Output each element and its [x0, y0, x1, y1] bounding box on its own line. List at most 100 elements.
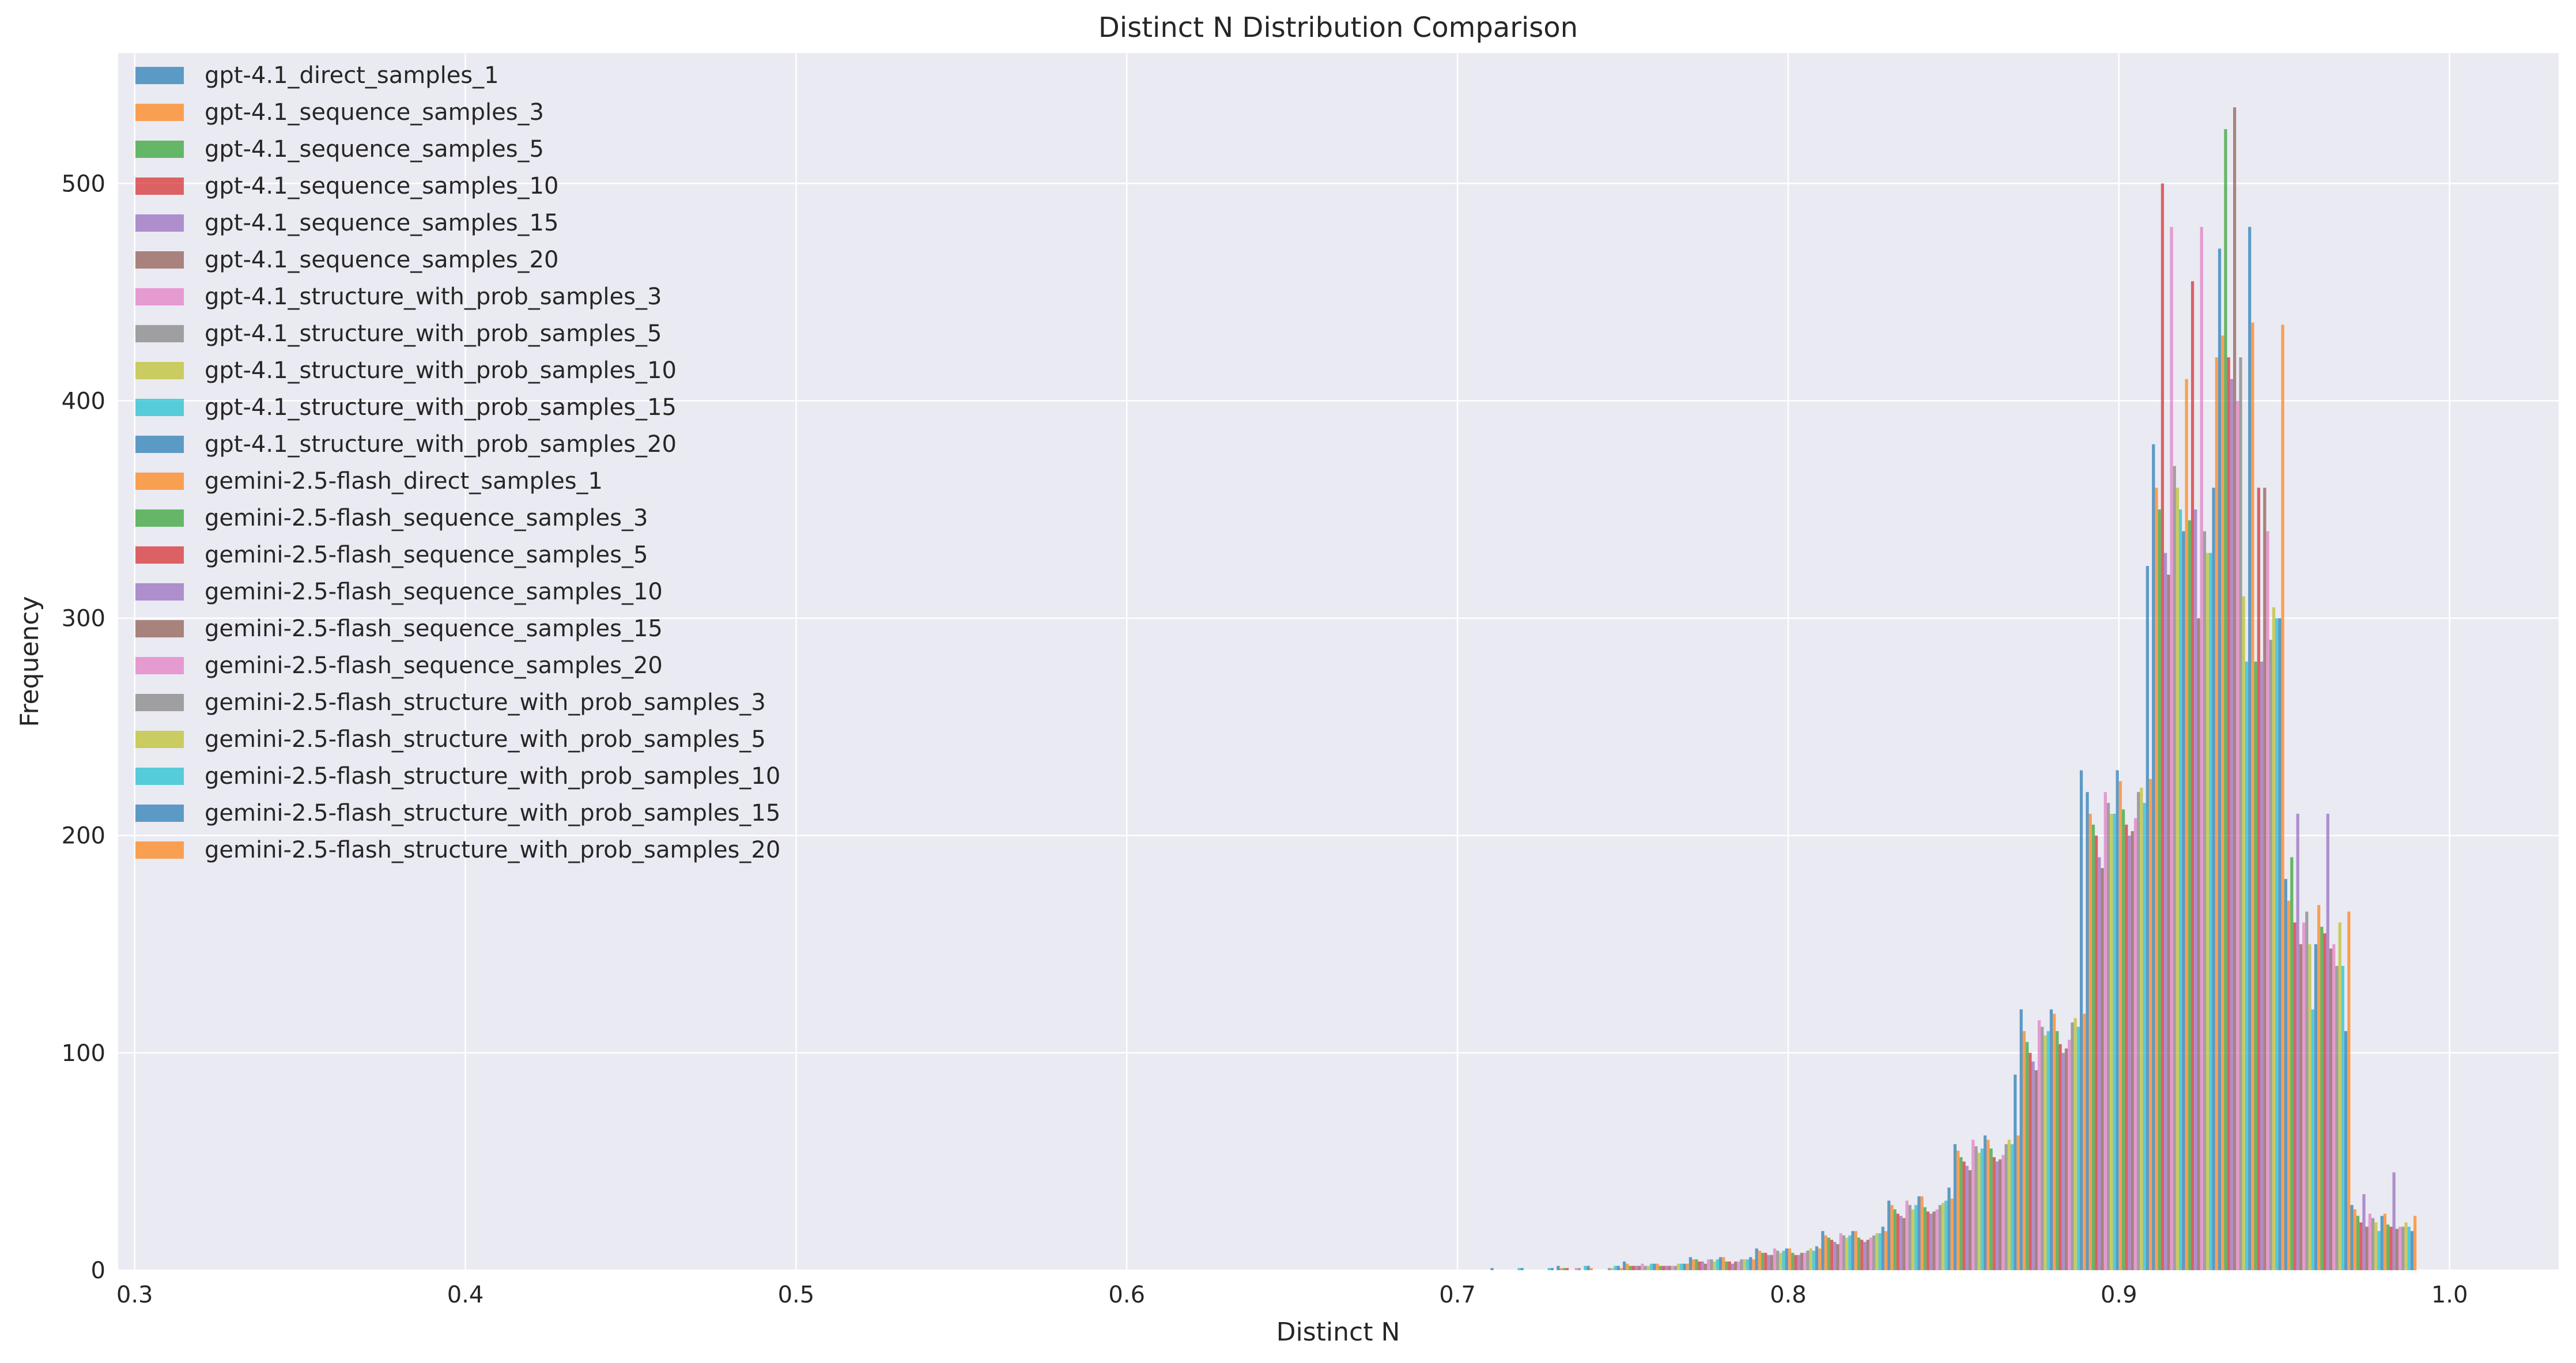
legend-swatch: [135, 436, 184, 453]
histogram-bar: [2053, 1013, 2056, 1270]
histogram-bar: [1959, 1157, 1963, 1270]
histogram-bar: [2101, 868, 2104, 1270]
y-tick-label: 400: [62, 388, 105, 414]
histogram-bar: [2019, 1009, 2023, 1270]
histogram-bar: [2383, 1213, 2387, 1270]
legend-swatch: [135, 362, 184, 379]
histogram-bar: [2260, 662, 2264, 1270]
histogram-bar: [2010, 1144, 2014, 1270]
histogram-bar: [2290, 857, 2294, 1270]
histogram-bar: [2212, 488, 2215, 1270]
histogram-bar: [1902, 1218, 1906, 1270]
histogram-bar: [2407, 1226, 2411, 1270]
histogram-bar: [2254, 662, 2257, 1270]
histogram-bar: [1698, 1261, 1701, 1270]
histogram-bar: [2356, 1215, 2360, 1270]
histogram-bar: [2263, 488, 2267, 1270]
histogram-bar: [2131, 831, 2134, 1270]
histogram-bar: [2016, 1135, 2020, 1270]
histogram-bar: [2308, 944, 2311, 1270]
histogram-bar: [2347, 911, 2351, 1270]
histogram-bar: [1659, 1266, 1662, 1270]
histogram-bar: [1926, 1211, 1930, 1270]
histogram-bar: [2374, 1222, 2378, 1270]
histogram-bar: [2278, 618, 2282, 1270]
histogram-bar: [2386, 1224, 2390, 1270]
histogram-bar: [2113, 814, 2116, 1270]
histogram-bar: [2140, 787, 2143, 1270]
histogram-bar: [1788, 1248, 1792, 1270]
histogram-bar: [1701, 1261, 1704, 1270]
histogram-bar: [1860, 1240, 1864, 1270]
histogram-bar: [2317, 905, 2321, 1270]
histogram-bar: [2248, 226, 2252, 1271]
histogram-bar: [1728, 1261, 1731, 1270]
histogram-bar: [1671, 1266, 1674, 1270]
histogram-bar: [2167, 575, 2170, 1270]
histogram-bar: [1764, 1252, 1767, 1270]
histogram-bar: [2266, 531, 2269, 1271]
histogram-bar: [1875, 1233, 1879, 1270]
histogram-bar: [2239, 357, 2242, 1270]
histogram-bar: [1661, 1266, 1665, 1270]
histogram-bar: [2188, 520, 2191, 1270]
legend-label: gpt-4.1_sequence_samples_3: [205, 99, 544, 126]
histogram-bar: [2091, 824, 2095, 1270]
histogram-bar: [1842, 1235, 1846, 1270]
legend-label: gemini-2.5-flash_structure_with_prob_sam…: [205, 837, 780, 863]
histogram-bar: [2221, 335, 2224, 1270]
legend-swatch: [135, 583, 184, 601]
histogram-bar: [2224, 129, 2227, 1270]
legend-swatch: [135, 694, 184, 711]
histogram-bar: [1845, 1237, 1849, 1270]
histogram-bar: [2242, 596, 2245, 1270]
histogram-bar: [2170, 226, 2173, 1271]
legend-swatch: [135, 141, 184, 158]
histogram-bar: [2146, 566, 2149, 1270]
histogram-bar: [1520, 1268, 1524, 1270]
histogram-bar: [2329, 948, 2333, 1270]
legend-label: gemini-2.5-flash_sequence_samples_3: [205, 505, 648, 531]
histogram-bar: [2233, 107, 2237, 1270]
legend-label: gpt-4.1_direct_samples_1: [205, 62, 499, 89]
histogram-bar: [2026, 1042, 2029, 1270]
histogram-bar: [2350, 1205, 2354, 1270]
histogram-bar: [1550, 1268, 1554, 1270]
histogram-bar: [2194, 509, 2197, 1270]
y-tick-label: 0: [91, 1258, 105, 1284]
histogram-bar: [1646, 1266, 1650, 1270]
histogram-bar: [1821, 1231, 1825, 1270]
histogram-bar: [2179, 509, 2182, 1270]
histogram-bar: [1938, 1205, 1942, 1270]
histogram-bar: [2341, 966, 2345, 1270]
chart-title: Distinct N Distribution Comparison: [1098, 12, 1578, 44]
histogram-bar: [1743, 1259, 1746, 1270]
histogram-bar: [2380, 1215, 2384, 1270]
histogram-bar: [2175, 488, 2180, 1270]
histogram-bar: [2326, 814, 2329, 1270]
histogram-bar: [1755, 1248, 1758, 1270]
histogram-bar: [2389, 1226, 2393, 1270]
y-tick-label: 500: [62, 171, 105, 197]
histogram-bar: [1746, 1259, 1750, 1270]
histogram-bar: [2128, 835, 2131, 1270]
histogram-bar: [1737, 1261, 1740, 1270]
histogram-bar: [1779, 1252, 1782, 1270]
histogram-bar: [2061, 1052, 2065, 1270]
histogram-bar: [1908, 1205, 1912, 1270]
histogram-bar: [2197, 618, 2200, 1270]
histogram-bar: [1607, 1268, 1611, 1270]
histogram-bar: [1866, 1240, 1869, 1270]
histogram-bar: [2230, 379, 2234, 1271]
histogram-bar: [2245, 662, 2249, 1270]
legend-label: gpt-4.1_structure_with_prob_samples_10: [205, 357, 677, 384]
histogram-bar: [1559, 1268, 1563, 1270]
histogram-bar: [2257, 488, 2260, 1270]
x-tick-label: 0.9: [2101, 1282, 2137, 1308]
histogram-bar: [1626, 1263, 1629, 1270]
histogram-bar: [1899, 1215, 1903, 1270]
histogram-bar: [1914, 1205, 1918, 1270]
legend-label: gemini-2.5-flash_structure_with_prob_sam…: [205, 726, 766, 753]
histogram-bar: [2098, 857, 2101, 1270]
